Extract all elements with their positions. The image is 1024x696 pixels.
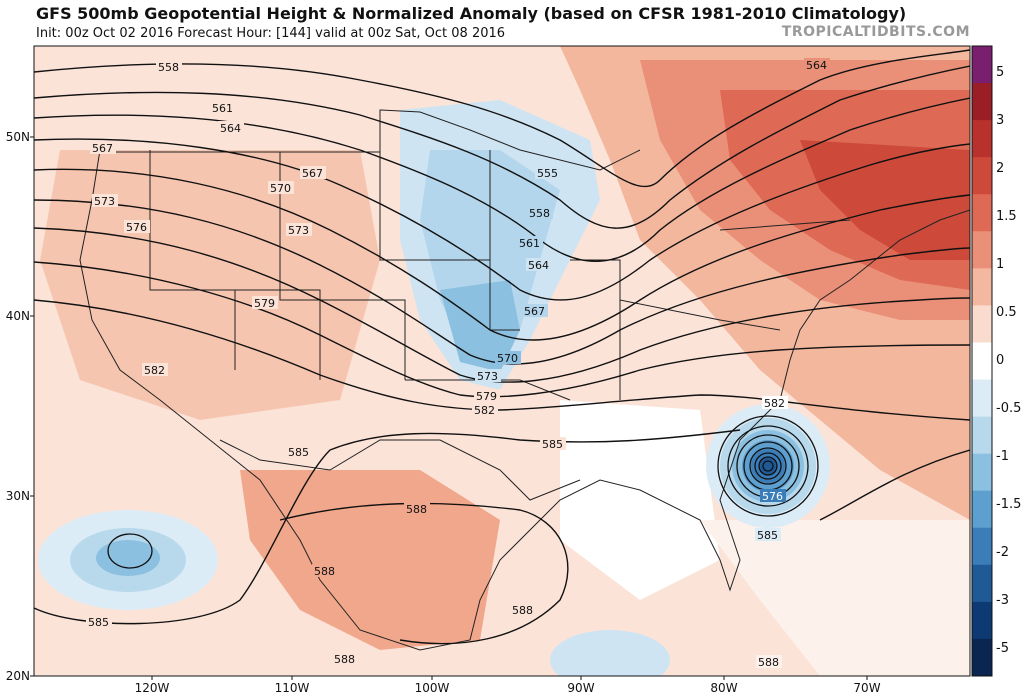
colorbar-tick: -1.5 [996,497,1021,512]
contour-label: 585 [288,446,309,459]
lon-label: 120W [135,681,170,695]
colorbar-tick: -5 [996,641,1009,656]
colorbar-segment [972,83,992,121]
colorbar-segment [972,305,992,343]
contour-label: 585 [542,438,563,451]
colorbar-segment [972,268,992,306]
colorbar-tick: -0.5 [996,401,1021,416]
colorbar-segment [972,564,992,603]
contour-label: 582 [764,397,785,410]
colorbar-segment [972,157,992,195]
lon-label: 70W [853,681,880,695]
colorbar-segment [972,527,992,566]
colorbar-segment [972,342,992,381]
contour-label: 588 [758,656,779,669]
contour-label: 567 [302,167,323,180]
contour-label: 582 [144,364,165,377]
lon-label: 90W [567,681,594,695]
contour-label: 570 [497,352,518,365]
colorbar-tick: 5 [996,65,1004,80]
contour-label: 567 [524,305,545,318]
contour-label: 576 [126,221,147,234]
lat-axis: 50N 40N 30N 20N [6,130,34,683]
contour-label: 588 [314,565,335,578]
contour-label: 561 [212,102,233,115]
lat-label: 30N [6,489,30,503]
contour-label: 588 [334,653,355,666]
colorbar-segment [972,601,992,640]
contour-label: 573 [477,370,498,383]
lon-label: 100W [415,681,450,695]
colorbar-segment [972,194,992,232]
contour-label: 564 [220,122,241,135]
contour-label: 582 [474,404,495,417]
contour-label: 558 [529,207,550,220]
lat-label: 50N [6,130,30,144]
colorbar-tick: 2 [996,161,1004,176]
colorbar-tick: 1.5 [996,209,1017,224]
site-watermark: TROPICALTIDBITS.COM [781,24,970,40]
contour-label: 573 [94,195,115,208]
contour-label: 558 [158,61,179,74]
storm-center-label: 576 [762,490,783,503]
colorbar-tick: -3 [996,593,1009,608]
colorbar-segment [972,120,992,158]
contour-label: 588 [512,604,533,617]
colorbar-segment [972,231,992,269]
contour-label: 567 [92,142,113,155]
colorbar-segment [972,416,992,455]
colorbar-segment [972,453,992,492]
colorbar-tick: 0 [996,353,1004,368]
map-title: GFS 500mb Geopotential Height & Normaliz… [36,4,907,23]
colorbar [972,46,992,677]
contour-label: 585 [88,616,109,629]
contour-label: 579 [254,297,275,310]
map-subtitle: Init: 00z Oct 02 2016 Forecast Hour: [14… [36,26,506,41]
contour-label: 579 [476,390,497,403]
colorbar-ticks: 5 3 2 1.5 1 0.5 0 -0.5 -1 -1.5 -2 -3 -5 [996,65,1021,656]
colorbar-segment [972,46,992,84]
lat-label: 20N [6,669,30,683]
contour-label: 570 [270,182,291,195]
contour-label: 573 [288,224,309,237]
contour-label: 555 [537,167,558,180]
lat-label: 40N [6,309,30,323]
storm-contours [107,415,819,569]
colorbar-tick: 0.5 [996,305,1017,320]
colorbar-frame [971,45,993,677]
lon-axis: 120W 110W 100W 90W 80W 70W [135,676,881,695]
contour-label-group: 558 561 564 567 570 573 576 579 582 585 … [86,58,830,669]
contour-label: 564 [806,59,827,72]
contour-label: 588 [406,503,427,516]
lon-label: 80W [710,681,737,695]
colorbar-tick: -1 [996,449,1009,464]
colorbar-segment [972,490,992,529]
colorbar-segment [972,638,992,677]
lon-label: 110W [275,681,310,695]
contour-label: 564 [528,259,549,272]
colorbar-tick: 1 [996,257,1004,272]
colorbar-segment [972,379,992,418]
colorbar-tick: 3 [996,113,1004,128]
map-frame [33,45,971,677]
storm-outer-label: 585 [757,529,778,542]
contour-label: 561 [519,237,540,250]
height-contours [34,49,970,645]
coastlines [79,109,970,651]
colorbar-tick: -2 [996,545,1009,560]
